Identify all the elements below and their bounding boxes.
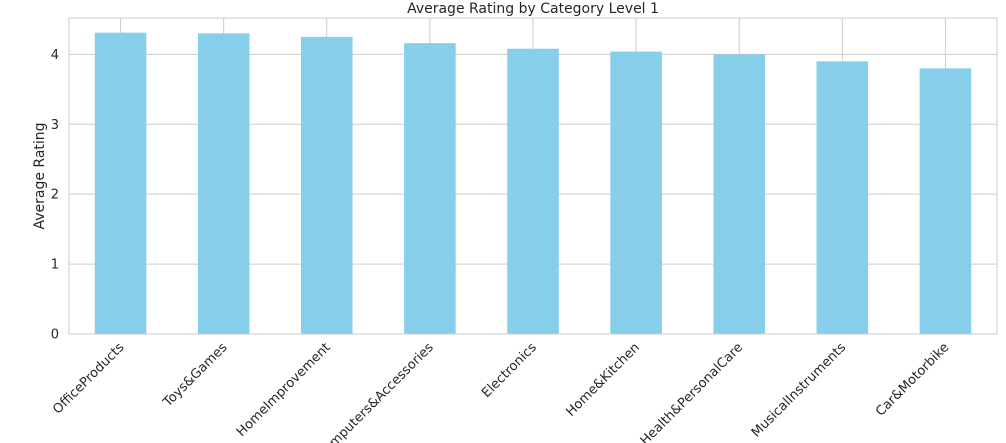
bar-car-motorbike [919, 68, 972, 335]
y-tick-label: 2 [51, 188, 59, 203]
y-tick-label: 0 [51, 328, 59, 343]
x-tick-label: Toys&Games [160, 340, 231, 411]
bar-officeproducts [94, 32, 147, 334]
y-axis-label: Average Rating [32, 122, 48, 229]
x-tick-label: Home&Kitchen [563, 340, 642, 419]
bar-home-kitchen [610, 51, 662, 334]
chart-title: Average Rating by Category Level 1 [407, 1, 659, 17]
plot-area: 0 1 2 3 4 OfficeProducts Toys&Games HomeImprove… [50, 17, 998, 443]
x-tick-label: Electronics [479, 340, 540, 401]
x-tick-label: HomeImprovement [234, 340, 334, 440]
x-tick-label: Car&Motorbike [873, 340, 952, 419]
x-tick-label: Health&PersonalCare [638, 340, 746, 443]
bar-health-personalcare [713, 54, 765, 335]
bar-musicalinstruments [816, 61, 869, 335]
bar-toys-games [197, 33, 250, 335]
bar-homeimprovement [301, 36, 353, 335]
y-tick-label: 4 [51, 48, 59, 63]
plot-frame [68, 17, 998, 335]
bar-electronics [507, 48, 559, 335]
x-tick-label: OfficeProducts [50, 340, 127, 417]
x-tick-label: MusicalInstruments [749, 340, 849, 440]
x-tick-label: Computers&Accessories [315, 340, 437, 443]
y-tick-label: 1 [51, 258, 59, 273]
y-tick-label: 3 [51, 118, 59, 133]
bar-computers-accessories [404, 43, 456, 334]
